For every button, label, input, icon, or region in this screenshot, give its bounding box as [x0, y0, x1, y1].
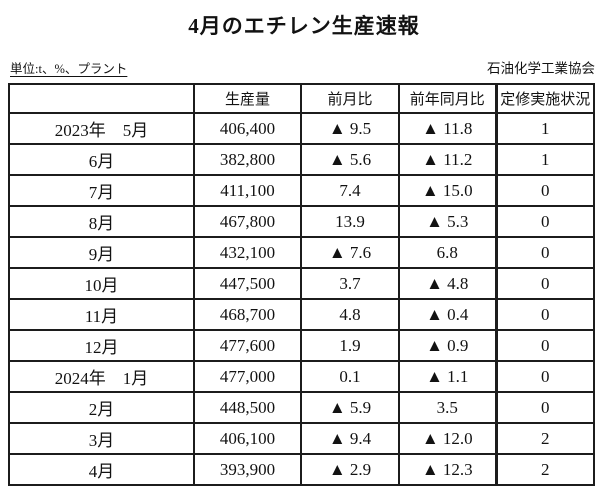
table-header-row: 生産量 前月比 前年同月比 定修実施状況 — [8, 83, 595, 114]
cell-production: 477,600 — [193, 329, 302, 362]
table-row: 8月 467,800 13.9 ▲ 5.3 0 — [8, 205, 595, 238]
table-row: 2024年 1月 477,000 0.1 ▲ 1.1 0 — [8, 360, 595, 393]
cell-period: 10月 — [8, 267, 195, 300]
cell-yoy: ▲ 0.4 — [398, 298, 497, 331]
header-production: 生産量 — [193, 83, 302, 114]
cell-maintenance: 2 — [494, 453, 595, 486]
cell-period: 6月 — [8, 143, 195, 176]
header-maintenance: 定修実施状況 — [494, 83, 595, 114]
header-period — [8, 83, 195, 114]
cell-maintenance: 0 — [494, 329, 595, 362]
cell-mom: 0.1 — [300, 360, 400, 393]
cell-maintenance: 2 — [494, 422, 595, 455]
production-table: 生産量 前月比 前年同月比 定修実施状況 2023年 5月 406,400 ▲ 9.… — [8, 83, 595, 486]
table-row: 9月 432,100 ▲ 7.6 6.8 0 — [8, 236, 595, 269]
header-mom: 前月比 — [300, 83, 400, 114]
cell-mom: ▲ 7.6 — [300, 236, 400, 269]
cell-mom: ▲ 5.6 — [300, 143, 400, 176]
cell-period: 4月 — [8, 453, 195, 486]
cell-period: 9月 — [8, 236, 195, 269]
table-row: 11月 468,700 4.8 ▲ 0.4 0 — [8, 298, 595, 331]
cell-period: 2024年 1月 — [8, 360, 195, 393]
cell-mom: ▲ 5.9 — [300, 391, 400, 424]
table-row: 4月 393,900 ▲ 2.9 ▲ 12.3 2 — [8, 453, 595, 486]
cell-production: 468,700 — [193, 298, 302, 331]
cell-production: 393,900 — [193, 453, 302, 486]
cell-yoy: ▲ 0.9 — [398, 329, 497, 362]
organization-name: 石油化学工業協会 — [487, 61, 595, 76]
cell-mom: 13.9 — [300, 205, 400, 238]
cell-maintenance: 0 — [494, 236, 595, 269]
cell-production: 406,400 — [193, 112, 302, 145]
cell-yoy: ▲ 5.3 — [398, 205, 497, 238]
cell-production: 448,500 — [193, 391, 302, 424]
cell-maintenance: 0 — [494, 298, 595, 331]
unit-note: 単位:t、%、プラント — [10, 62, 128, 76]
cell-production: 382,800 — [193, 143, 302, 176]
table-row: 2月 448,500 ▲ 5.9 3.5 0 — [8, 391, 595, 424]
cell-maintenance: 0 — [494, 391, 595, 424]
cell-maintenance: 0 — [494, 174, 595, 207]
cell-yoy: 6.8 — [398, 236, 497, 269]
cell-mom: 3.7 — [300, 267, 400, 300]
cell-production: 432,100 — [193, 236, 302, 269]
cell-yoy: 3.5 — [398, 391, 497, 424]
table-row: 6月 382,800 ▲ 5.6 ▲ 11.2 1 — [8, 143, 595, 176]
meta-row: 単位:t、%、プラント 石油化学工業協会 — [10, 57, 595, 77]
table-row: 7月 411,100 7.4 ▲ 15.0 0 — [8, 174, 595, 207]
cell-yoy: ▲ 12.3 — [398, 453, 497, 486]
cell-maintenance: 0 — [494, 360, 595, 393]
table-body: 2023年 5月 406,400 ▲ 9.5 ▲ 11.8 1 6月 382,800 ▲ 5.… — [8, 112, 595, 486]
table-row: 12月 477,600 1.9 ▲ 0.9 0 — [8, 329, 595, 362]
cell-yoy: ▲ 4.8 — [398, 267, 497, 300]
cell-production: 406,100 — [193, 422, 302, 455]
cell-yoy: ▲ 15.0 — [398, 174, 497, 207]
cell-production: 411,100 — [193, 174, 302, 207]
cell-period: 8月 — [8, 205, 195, 238]
cell-maintenance: 1 — [494, 143, 595, 176]
cell-yoy: ▲ 12.0 — [398, 422, 497, 455]
cell-yoy: ▲ 11.2 — [398, 143, 497, 176]
cell-yoy: ▲ 1.1 — [398, 360, 497, 393]
header-yoy: 前年同月比 — [398, 83, 497, 114]
cell-period: 3月 — [8, 422, 195, 455]
cell-maintenance: 1 — [494, 112, 595, 145]
cell-mom: ▲ 2.9 — [300, 453, 400, 486]
table-row: 10月 447,500 3.7 ▲ 4.8 0 — [8, 267, 595, 300]
cell-period: 2月 — [8, 391, 195, 424]
cell-yoy: ▲ 11.8 — [398, 112, 497, 145]
cell-mom: 7.4 — [300, 174, 400, 207]
cell-period: 2023年 5月 — [8, 112, 195, 145]
cell-production: 477,000 — [193, 360, 302, 393]
cell-production: 467,800 — [193, 205, 302, 238]
cell-mom: ▲ 9.4 — [300, 422, 400, 455]
cell-mom: 1.9 — [300, 329, 400, 362]
cell-mom: ▲ 9.5 — [300, 112, 400, 145]
cell-maintenance: 0 — [494, 205, 595, 238]
cell-period: 11月 — [8, 298, 195, 331]
table-row: 3月 406,100 ▲ 9.4 ▲ 12.0 2 — [8, 422, 595, 455]
cell-maintenance: 0 — [494, 267, 595, 300]
page-title: 4月のエチレン生産速報 — [188, 14, 420, 38]
cell-period: 7月 — [8, 174, 195, 207]
cell-production: 447,500 — [193, 267, 302, 300]
cell-period: 12月 — [8, 329, 195, 362]
table-row: 2023年 5月 406,400 ▲ 9.5 ▲ 11.8 1 — [8, 112, 595, 145]
cell-mom: 4.8 — [300, 298, 400, 331]
